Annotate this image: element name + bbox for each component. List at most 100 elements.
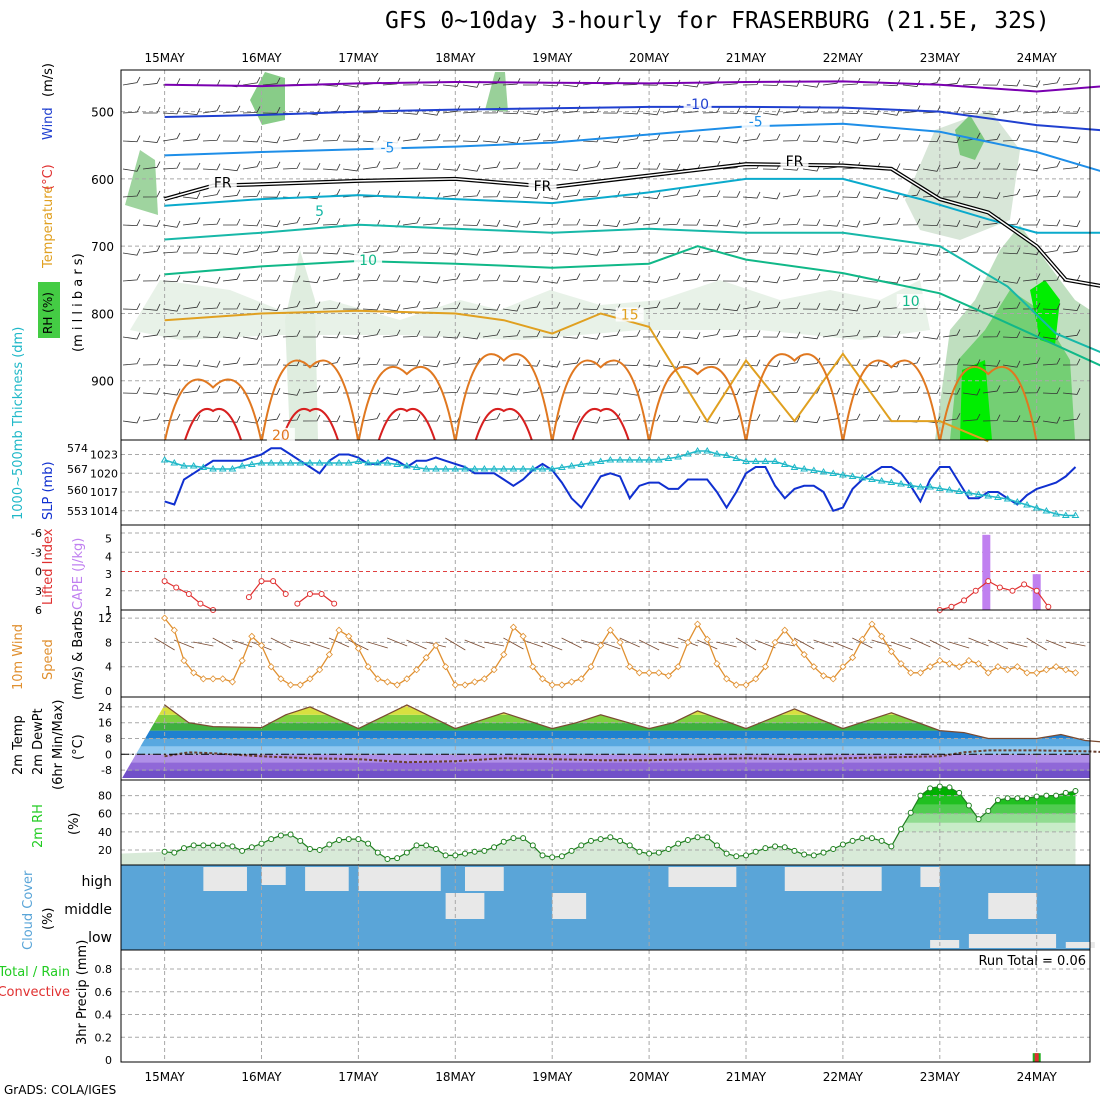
wind-barb: [902, 331, 921, 339]
wind-barb: [862, 330, 881, 338]
wind-speed-point: [606, 626, 614, 634]
wind-barb: [122, 303, 141, 310]
wind-barb: [742, 133, 761, 142]
wind-barb: [642, 330, 661, 338]
rh-point: [946, 784, 953, 791]
wind-barb: [502, 220, 521, 228]
day-tick-label-top: 18MAY: [435, 51, 476, 65]
wind-barb: [742, 300, 761, 310]
cape-tick-label: 2: [105, 586, 112, 599]
wind-tick-label: 12: [98, 612, 112, 625]
thickness-marker: [1052, 510, 1060, 517]
thickness-tick-label: 560: [67, 484, 88, 497]
wind-barb: [442, 189, 461, 198]
panel-label-precip: 3hr Precip (mm): [75, 940, 90, 1045]
wind-barb: [622, 359, 641, 367]
wind-speed-point: [965, 657, 973, 665]
panel-label-rh: RH (%): [41, 292, 55, 334]
rh-point: [1043, 792, 1050, 799]
wind-barb: [162, 359, 181, 366]
wind-barb: [882, 247, 901, 254]
wind-barb: [802, 332, 821, 340]
wind-barb: [682, 416, 701, 423]
panel-label-temperature: Temperature: [41, 186, 56, 269]
wind-speed-point: [374, 675, 382, 683]
wind-barb: [662, 415, 681, 423]
wind-speed-point: [684, 638, 692, 646]
rh-tick-label: 20: [98, 844, 112, 857]
wind-speed-point: [500, 650, 508, 659]
wind-barb: [982, 192, 1001, 199]
rh-point: [510, 835, 517, 842]
wind-barb: [162, 329, 181, 338]
wind-barb: [142, 303, 161, 311]
rh-point: [956, 789, 963, 796]
rh-point: [558, 853, 565, 860]
surface-wind-barb: [735, 637, 757, 651]
wind-barb: [262, 413, 281, 422]
wind-barb: [422, 163, 441, 170]
thickness-marker: [955, 487, 964, 494]
temp-tick-label: 24: [98, 701, 112, 714]
wind-barb: [262, 245, 281, 254]
wind-barb: [782, 386, 801, 394]
surface-wind-barb: [270, 637, 292, 649]
wind-barb: [922, 248, 941, 256]
wind-speed-point: [781, 626, 789, 634]
contour-label: -5: [380, 141, 394, 157]
thickness-marker: [761, 457, 770, 464]
wind-barb: [322, 356, 341, 366]
wind-barb: [442, 357, 461, 366]
panel-label-temp: 2m Temp: [11, 715, 26, 775]
day-tick-label-top: 23MAY: [920, 51, 961, 65]
wind-barb: [442, 386, 461, 394]
rh-point: [694, 834, 701, 841]
wind-barb: [162, 107, 181, 115]
day-tick-label-top: 17MAY: [338, 51, 379, 65]
rh-cloud-region: [125, 150, 158, 215]
thickness-marker: [364, 459, 372, 466]
wind-barb: [482, 358, 501, 366]
wind-barb: [1002, 385, 1021, 394]
thickness-tick-label: 574: [67, 442, 88, 455]
rh-band: [121, 813, 1076, 823]
wind-barb: [442, 247, 461, 255]
wind-barb: [742, 359, 761, 367]
wind-barb: [922, 387, 941, 394]
wind-barb: [762, 385, 781, 394]
rh-point: [394, 855, 401, 862]
wind-barb: [282, 414, 301, 422]
wind-barb: [882, 79, 901, 87]
wind-tick-label: 8: [105, 636, 112, 649]
wind-barb: [682, 357, 701, 366]
wind-barb: [282, 216, 301, 226]
wind-speed-point: [974, 660, 983, 668]
wind-speed-point: [616, 638, 624, 646]
wind-barb: [842, 78, 861, 86]
wind-speed-point: [955, 663, 963, 671]
wind-speed-point: [868, 620, 876, 628]
wind-barb: [942, 329, 961, 338]
rh-point: [868, 835, 875, 842]
isotherm-5: [164, 223, 1100, 354]
wind-barb: [1042, 190, 1061, 198]
wind-barb: [442, 134, 461, 142]
isotherm-25-lobe: [571, 408, 630, 441]
wind-speed-point: [257, 641, 266, 649]
wind-barb: [502, 413, 521, 422]
wind-barb: [382, 329, 401, 338]
wind-barb: [262, 77, 281, 86]
rh-cloud-region: [485, 72, 508, 112]
cloud-high-clear: [464, 867, 504, 891]
wind-barb: [802, 135, 821, 142]
thickness-marker: [470, 465, 479, 472]
temp-line: [164, 704, 1100, 743]
contour-label: FR: [534, 179, 552, 195]
wind-barb: [862, 385, 881, 394]
wind-barb: [303, 330, 321, 338]
rh-saturated-region: [960, 360, 992, 440]
rh-point: [820, 849, 827, 856]
contour-label-bg: [780, 154, 809, 169]
thickness-marker: [354, 457, 363, 464]
wind-barb: [822, 303, 841, 311]
